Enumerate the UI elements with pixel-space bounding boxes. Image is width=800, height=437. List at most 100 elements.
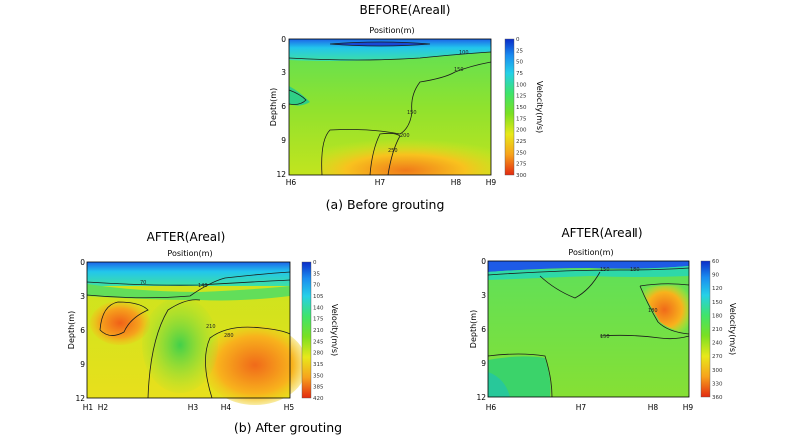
chart-title: AFTER(AreaⅠ): [147, 230, 226, 244]
colorbar-tick-label: 90: [712, 273, 719, 279]
x-tick-label: H4: [221, 403, 232, 412]
x-tick-label: H6: [486, 403, 497, 412]
y-tick-label: 3: [481, 291, 486, 300]
colorbar-tick-label: 315: [313, 362, 324, 368]
contour-label: 200: [400, 133, 410, 139]
colorbar: 0 25 50 75 100 125 150 175 200 225 250 275 300 Veloc…: [504, 37, 544, 179]
y-tick-label: 12: [75, 394, 85, 403]
contour-lines: [86, 271, 291, 399]
y-tick-label: 0: [281, 35, 286, 44]
colorbar-label: Velocity(m/s): [330, 304, 339, 356]
y-ticks: 0 3 6 9 12: [75, 258, 85, 403]
x-tick-label: H1: [83, 403, 94, 412]
plot-frame: [86, 261, 291, 399]
x-tick-label: H6: [286, 178, 297, 187]
colorbar-tick-label: 385: [313, 385, 324, 391]
chart-after-area1: AFTER(AreaⅠ) Position(m) 70 140 210 280 …: [67, 230, 339, 412]
y-tick-label: 12: [276, 170, 286, 179]
contour-label: 150: [600, 267, 610, 273]
colorbar-tick-label: 420: [313, 396, 324, 402]
colorbar-tick-label: 360: [712, 395, 723, 401]
colorbar-tick-label: 150: [516, 105, 527, 111]
colorbar-tick-label: 175: [313, 317, 324, 323]
colorbar-tick-label: 240: [712, 341, 723, 347]
plot-frame: [487, 260, 690, 398]
colorbar-tick-label: 50: [516, 60, 523, 66]
colorbar-tick-label: 60: [712, 259, 719, 265]
y-tick-label: 3: [80, 292, 85, 301]
colorbar-tick-label: 70: [313, 283, 320, 289]
contour-label: 150: [600, 334, 610, 340]
colorbar-tick-label: 210: [712, 327, 723, 333]
caption-after: (b) After grouting: [234, 420, 342, 435]
colorbar-tick-label: 105: [313, 294, 324, 300]
colorbar-tick-label: 225: [516, 139, 527, 145]
x-axis-label: Position(m): [568, 248, 613, 257]
plot-frame: [288, 38, 492, 176]
colorbar-tick-label: 270: [712, 354, 723, 360]
chart-after-area2: AFTER(AreaⅡ) Position(m) 150 180 150 180…: [469, 226, 737, 412]
contour-label: 150: [407, 110, 417, 116]
caption-before: (a) Before grouting: [326, 197, 445, 212]
x-tick-label: H8: [451, 178, 462, 187]
y-axis-label: Depth(m): [67, 311, 76, 349]
y-axis-label: Depth(m): [469, 310, 478, 348]
x-axis-label: Position(m): [369, 26, 414, 35]
colorbar-tick-label: 250: [516, 150, 527, 156]
heatmap-field: [488, 261, 689, 397]
y-tick-label: 9: [281, 136, 286, 145]
x-tick-label: H8: [648, 403, 659, 412]
colorbar-ticks: 0 35 70 105 140 175 210 245 280 315 350 385 420: [313, 260, 324, 402]
heatmap-field: [87, 262, 307, 405]
y-tick-label: 9: [80, 360, 85, 369]
colorbar-tick-label: 25: [516, 48, 523, 54]
x-ticks: H6 H7 H8 H9: [286, 178, 497, 187]
colorbar-tick-label: 125: [516, 94, 527, 100]
chart-before-area2: BEFORE(AreaⅡ) Position(m) 100 150 150 20…: [269, 3, 544, 187]
x-ticks: H1 H2 H3 H4 H5: [83, 403, 295, 412]
colorbar-tick-label: 35: [313, 271, 320, 277]
x-axis-label: Position(m): [167, 249, 212, 258]
colorbar-tick-label: 300: [712, 368, 723, 374]
y-ticks: 0 3 6 9 12: [276, 35, 286, 179]
contour-label: 180: [630, 267, 640, 273]
colorbar-tick-label: 180: [712, 313, 723, 319]
colorbar-tick-label: 210: [313, 328, 324, 334]
colorbar-tick-label: 100: [516, 82, 527, 88]
contour-lines: [288, 41, 492, 176]
y-tick-label: 6: [481, 325, 486, 334]
y-tick-label: 3: [281, 68, 286, 77]
y-tick-label: 12: [476, 393, 486, 402]
heatmap-field: [289, 39, 491, 175]
colorbar-tick-label: 350: [313, 373, 324, 379]
colorbar: 60 90 120 150 180 210 240 270 300 330 360 Velocity…: [700, 259, 737, 401]
contour-label: 210: [206, 324, 216, 330]
colorbar-tick-label: 200: [516, 128, 527, 134]
y-tick-label: 6: [80, 326, 85, 335]
y-tick-label: 0: [80, 258, 85, 267]
colorbar-tick-label: 275: [516, 162, 527, 168]
contour-label: 180: [648, 308, 658, 314]
colorbar: 0 35 70 105 140 175 210 245 280 315 350 385 420 Velo…: [301, 260, 339, 402]
contour-label: 140: [198, 283, 208, 289]
x-tick-label: H9: [683, 403, 694, 412]
y-tick-label: 6: [281, 102, 286, 111]
contour-label: 70: [140, 280, 146, 286]
colorbar-tick-label: 140: [313, 305, 324, 311]
contour-label: 280: [224, 333, 234, 339]
contour-lines: [487, 267, 690, 398]
colorbar-label: Velocity(m/s): [728, 303, 737, 355]
colorbar-tick-label: 245: [313, 339, 324, 345]
colorbar-tick-label: 75: [516, 71, 523, 77]
chart-title: BEFORE(AreaⅡ): [360, 3, 451, 17]
contour-label: 150: [454, 67, 464, 73]
x-tick-label: H7: [375, 178, 386, 187]
colorbar-tick-label: 175: [516, 116, 527, 122]
contour-label: 250: [388, 148, 398, 154]
colorbar-tick-label: 280: [313, 351, 324, 357]
y-tick-label: 9: [481, 359, 486, 368]
colorbar-ticks: 0 25 50 75 100 125 150 175 200 225 250 275 300: [516, 37, 527, 179]
x-tick-label: H9: [486, 178, 497, 187]
colorbar-tick-label: 300: [516, 173, 527, 179]
y-tick-label: 0: [481, 257, 486, 266]
